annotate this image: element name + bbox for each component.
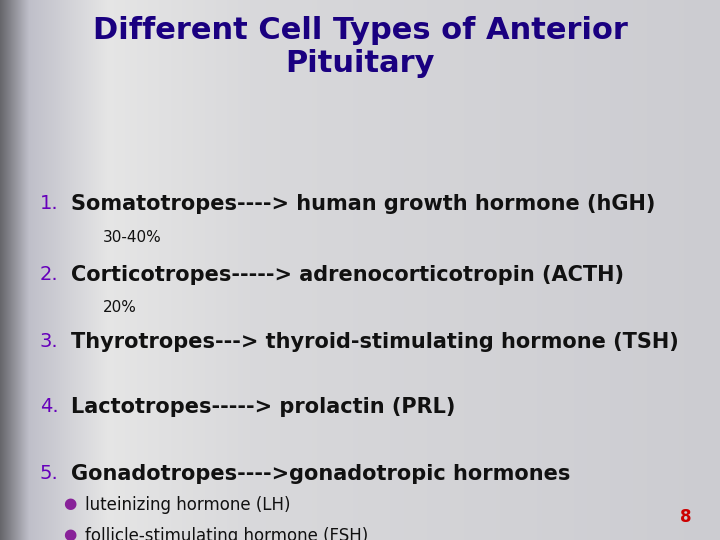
Text: Somatotropes----> human growth hormone (hGH): Somatotropes----> human growth hormone (… [71,194,655,214]
Text: 20%: 20% [103,300,137,315]
Text: Thyrotropes---> thyroid-stimulating hormone (TSH): Thyrotropes---> thyroid-stimulating horm… [71,332,678,352]
Text: luteinizing hormone (LH): luteinizing hormone (LH) [85,496,290,514]
Text: Lactotropes-----> prolactin (PRL): Lactotropes-----> prolactin (PRL) [71,397,455,417]
Text: Gonadotropes---->gonadotropic hormones: Gonadotropes---->gonadotropic hormones [71,464,570,484]
Text: follicle-stimulating hormone (FSH): follicle-stimulating hormone (FSH) [85,527,368,540]
Text: 3.: 3. [40,332,58,351]
Text: Different Cell Types of Anterior
Pituitary: Different Cell Types of Anterior Pituita… [93,16,627,78]
Text: 8: 8 [680,509,691,526]
Text: 5.: 5. [40,464,58,483]
Text: Corticotropes-----> adrenocorticotropin (ACTH): Corticotropes-----> adrenocorticotropin … [71,265,624,285]
Text: 2.: 2. [40,265,58,284]
Text: 30-40%: 30-40% [103,230,162,245]
Text: ●: ● [63,496,76,511]
Text: ●: ● [63,527,76,540]
Text: 4.: 4. [40,397,58,416]
Text: 1.: 1. [40,194,58,213]
